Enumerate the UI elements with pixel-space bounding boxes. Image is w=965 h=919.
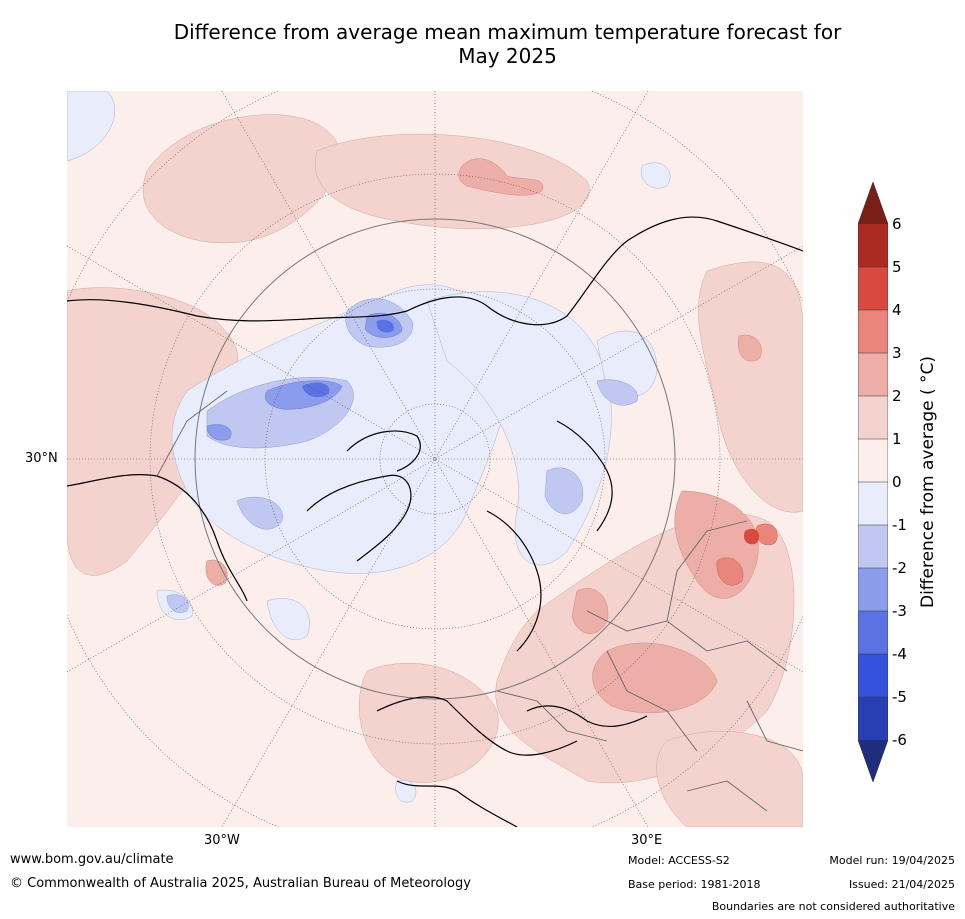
colorbar-tick-label: -6 <box>892 731 907 749</box>
graticule <box>67 91 803 827</box>
polar-map <box>67 91 803 827</box>
colorbar-label: Difference from average ( °C) <box>918 355 938 609</box>
anomaly-warm-3-4 <box>716 523 778 586</box>
colorbar-band-3-4 <box>858 310 888 353</box>
country-borders <box>156 390 803 812</box>
coastlines <box>67 216 803 827</box>
colorbar-tick-label: -4 <box>892 645 907 663</box>
colorbar-band-m1-0 <box>858 482 888 525</box>
colorbar-over-arrow <box>858 182 888 224</box>
map-title: Difference from average mean maximum tem… <box>0 20 965 68</box>
colorbar-band-0-1 <box>858 439 888 482</box>
latitude-30n-circle <box>194 218 676 700</box>
title-line-2: May 2025 <box>458 44 557 68</box>
title-line-1: Difference from average mean maximum tem… <box>173 20 842 44</box>
lon-label-30e: 30°E <box>631 833 663 848</box>
colorbar-band-m2-m1 <box>858 525 888 568</box>
colorbar-under-arrow <box>858 740 888 782</box>
colorbar-tick-label: 6 <box>892 215 902 233</box>
colorbar-band-m5-m4 <box>858 654 888 697</box>
footer-model: Model: ACCESS-S2 <box>628 854 730 867</box>
footer-url[interactable]: www.bom.gov.au/climate <box>10 852 174 867</box>
lat-label-30n: 30°N <box>25 451 58 466</box>
footer-disclaimer: Boundaries are not considered authoritat… <box>711 900 955 913</box>
colorbar-tick-label: 4 <box>892 301 902 319</box>
colorbar <box>858 182 888 782</box>
anomaly-warm-4-5 <box>743 528 760 545</box>
colorbar-tick-label: 5 <box>892 258 902 276</box>
colorbar-tick-label: -3 <box>892 602 907 620</box>
footer-copyright: © Commonwealth of Australia 2025, Austra… <box>10 876 471 891</box>
colorbar-tick-label: -1 <box>892 516 907 534</box>
footer-model-run: Model run: 19/04/2025 <box>829 854 955 867</box>
footer-issued: Issued: 21/04/2025 <box>848 878 955 891</box>
colorbar-band-4-5 <box>858 267 888 310</box>
colorbar-band-m3-m2 <box>858 568 888 611</box>
lon-label-30w: 30°W <box>204 833 240 848</box>
footer-base-period: Base period: 1981-2018 <box>628 878 761 891</box>
colorbar-tick-label: 1 <box>892 430 902 448</box>
colorbar-tick-label: 2 <box>892 387 902 405</box>
colorbar-band-2-3 <box>858 353 888 396</box>
colorbar-tick-label: 3 <box>892 344 902 362</box>
colorbar-tick-label: 0 <box>892 473 902 491</box>
colorbar-band-1-2 <box>858 396 888 439</box>
colorbar-band-m6-m5 <box>858 697 888 740</box>
colorbar-tick-label: -2 <box>892 559 907 577</box>
colorbar-band-5-6 <box>858 224 888 267</box>
colorbar-band-m4-m3 <box>858 611 888 654</box>
colorbar-tick-label: -5 <box>892 688 907 706</box>
